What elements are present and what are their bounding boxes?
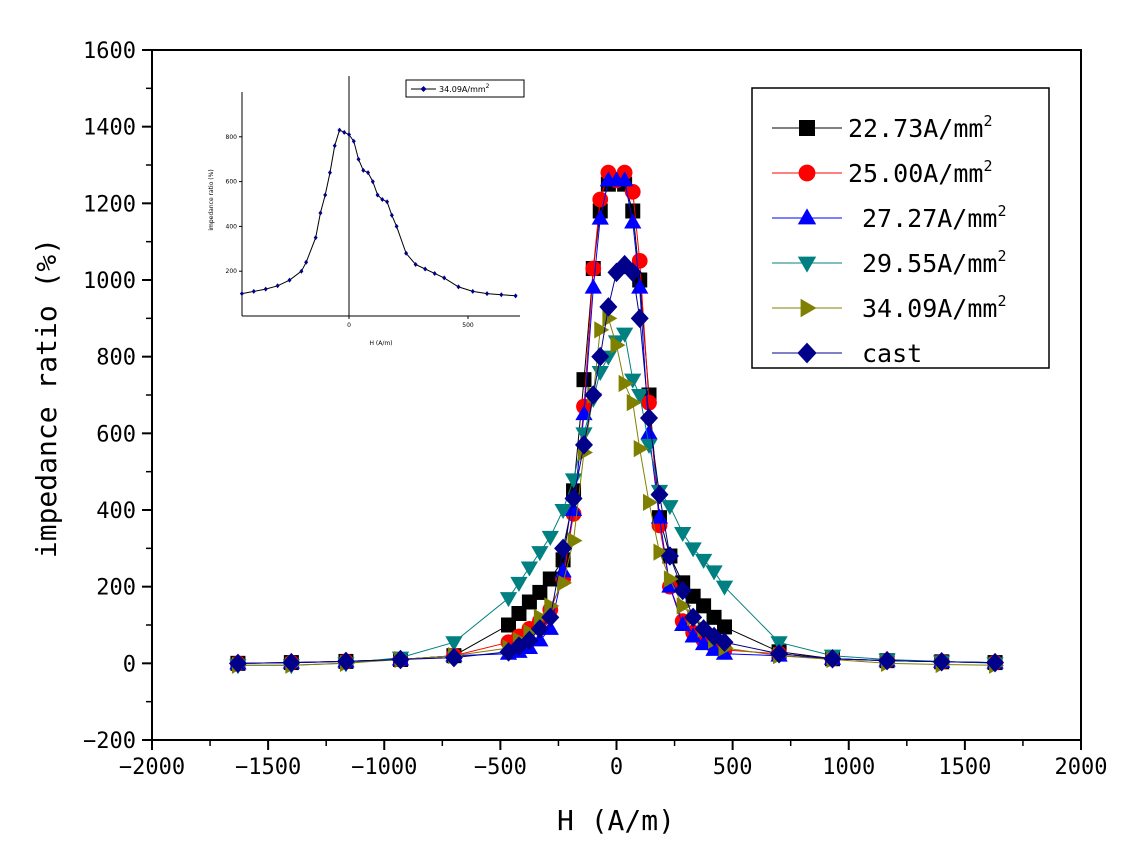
inset-data-point (318, 210, 322, 215)
inset-data-point (252, 289, 256, 294)
inset-y-tick-label: 400 (226, 223, 238, 230)
y-tick-label: 1600 (83, 39, 136, 64)
legend-label: 22.73A/mm2 (848, 112, 993, 143)
inset-y-tick-label: 200 (226, 268, 238, 275)
inset-data-point (288, 278, 292, 283)
inset-data-point (390, 213, 394, 218)
x-tick-label: 1500 (938, 755, 991, 780)
data-point (510, 577, 527, 592)
data-point (500, 592, 517, 607)
data-point (531, 546, 548, 561)
inset-data-point (328, 170, 332, 175)
inset-data-point (499, 292, 503, 297)
legend: 22.73A/mm2 25.00A/mm2 27.27A/mm2 29.55A/mm2… (752, 88, 1049, 368)
legend-marker (799, 120, 815, 136)
x-axis-title: H (A/m) (557, 804, 675, 837)
legend-label: 29.55A/mm2 (862, 247, 1007, 278)
x-tick-label: 0 (610, 755, 623, 780)
data-point (532, 585, 547, 600)
inset-data-point (385, 199, 389, 204)
data-point (576, 372, 591, 387)
inset-x-tick-label: 0 (347, 322, 351, 329)
inset-y-label: impedance ratio (%) (208, 169, 215, 230)
data-point (631, 309, 649, 329)
impedance-chart: −2000 −1500 −1000 −500 0 500 1000 1500 2000−2000… (0, 0, 1134, 856)
x-tick-label: 1000 (822, 755, 875, 780)
y-tick-label: 800 (96, 346, 136, 371)
series-3 (229, 328, 1003, 675)
legend-label: cast (862, 339, 922, 368)
inset-data-point (361, 168, 365, 173)
y-tick-label: 600 (96, 422, 136, 447)
data-point (585, 279, 602, 294)
data-point (599, 297, 617, 317)
inset-data-point (276, 283, 280, 288)
x-tick-label: 2000 (1055, 755, 1108, 780)
inset-x-label: H (A/m) (369, 340, 392, 347)
inset-data-point (456, 284, 460, 289)
legend-label: 34.09A/mm2 (862, 292, 1007, 323)
x-tick-label: 500 (713, 755, 753, 780)
data-point (542, 531, 559, 546)
inset-data-point (433, 271, 437, 276)
y-tick-label: 0 (123, 652, 136, 677)
inset-y-tick-label: 800 (226, 134, 238, 141)
series-line (238, 334, 995, 666)
inset-data-point (333, 143, 337, 148)
data-point (591, 347, 609, 367)
inset-data-point (264, 287, 268, 292)
legend-marker (799, 165, 816, 182)
inset-data-point (357, 157, 361, 162)
inset-data-point (337, 128, 341, 133)
data-point (521, 562, 538, 577)
series-line (238, 318, 995, 665)
y-tick-label: −200 (83, 729, 136, 754)
x-tick-label: −500 (474, 755, 527, 780)
inset-y-tick-label: 600 (226, 179, 238, 186)
data-point (705, 565, 722, 580)
y-tick-label: 200 (96, 576, 136, 601)
inset-data-point (485, 291, 489, 296)
inset-chart: 0 500 200 400 600 800 H (A/m) impedance ratio… (208, 76, 524, 347)
inset-x-tick-label: 500 (462, 322, 474, 329)
inset-data-point (314, 235, 318, 240)
inset-data-point (240, 291, 244, 296)
y-axis-title: impedance ratio (%) (30, 238, 63, 558)
legend-label: 27.27A/mm2 (862, 202, 1007, 233)
y-tick-label: 400 (96, 499, 136, 524)
data-point (717, 619, 732, 634)
inset-data-point (342, 130, 346, 135)
data-point (585, 261, 601, 277)
inset-data-point (471, 289, 475, 294)
inset-data-point (323, 193, 327, 198)
x-tick-label: −1000 (351, 755, 417, 780)
y-tick-label: 1400 (83, 116, 136, 141)
inset-series-line (242, 130, 516, 296)
x-tick-label: −2000 (119, 755, 185, 780)
inset-data-point (514, 293, 518, 298)
data-point (592, 366, 609, 381)
y-tick-label: 1000 (83, 269, 136, 294)
inset-data-point (442, 275, 446, 280)
inset-legend-label: 34.09A/mm2 (439, 83, 490, 94)
data-point (674, 527, 691, 542)
inset-data-point (395, 224, 399, 229)
y-tick-label: 1200 (83, 192, 136, 217)
x-tick-label: −1500 (235, 755, 301, 780)
legend-label: 25.00A/mm2 (848, 157, 993, 188)
inset-data-point (423, 266, 427, 271)
